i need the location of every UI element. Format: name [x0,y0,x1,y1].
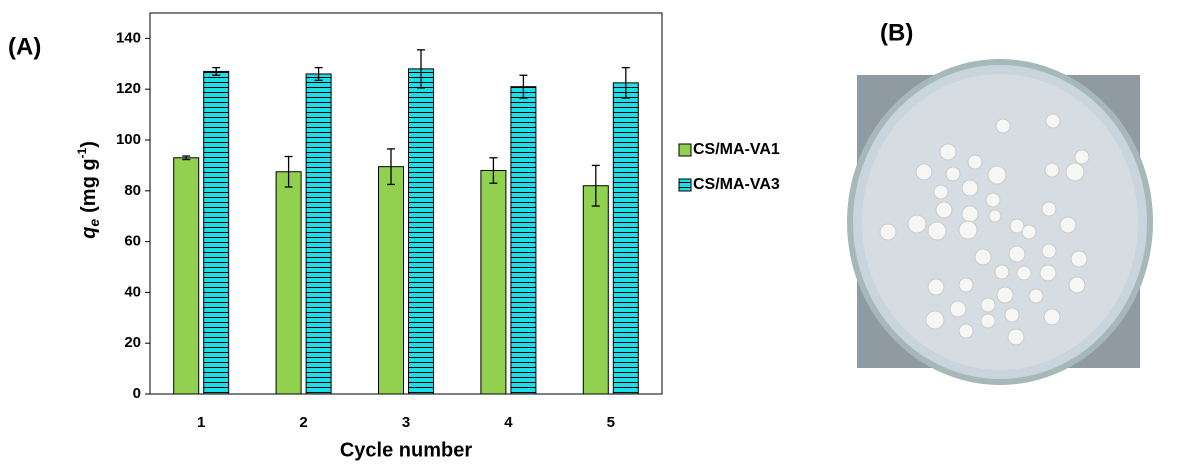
bar [174,158,199,394]
y-tick-label: 100 [116,131,141,148]
y-axis-title: qe (mg g-1) [75,141,102,239]
bar [379,167,404,394]
y-tick-label: 120 [116,80,141,97]
panel-label: (A) [8,33,41,60]
bar [583,186,608,394]
legend-label: CS/MA-VA3 [693,176,780,193]
legend-label: CS/MA-VA1 [693,141,780,158]
x-tick-label: 1 [197,414,205,431]
x-axis-title: Cycle number [340,439,472,461]
y-symbol: q [78,227,100,239]
y-tick-label: 0 [133,385,141,402]
x-tick-label: 5 [607,414,615,431]
legend-swatch [679,144,691,156]
bar [613,83,638,394]
legend-swatch [679,179,691,191]
y-tick-label: 20 [124,334,141,351]
y-tick-label: 140 [116,29,141,46]
x-tick-label: 2 [299,414,307,431]
panel-label: (B) [880,19,913,46]
y-tick-label: 40 [124,283,141,300]
bar [276,172,301,394]
y-unit-close: ) [78,141,100,148]
photo [850,62,1150,382]
bar [511,87,536,394]
x-tick-label: 3 [402,414,410,431]
dish-inner [862,74,1138,370]
bar [306,74,331,394]
x-tick-label: 4 [504,414,513,431]
figure: (A) (B) Cycle number qe (mg g-1) 0 20 40 60 8… [0,0,1186,464]
y-tick-label: 80 [124,182,141,199]
bar [409,69,434,394]
y-subscript: e [86,219,102,227]
y-unit: (mg g [78,158,100,212]
bar [204,71,229,394]
y-tick-label: 60 [124,233,141,250]
bar [481,170,506,394]
y-superscript: -1 [75,147,89,158]
